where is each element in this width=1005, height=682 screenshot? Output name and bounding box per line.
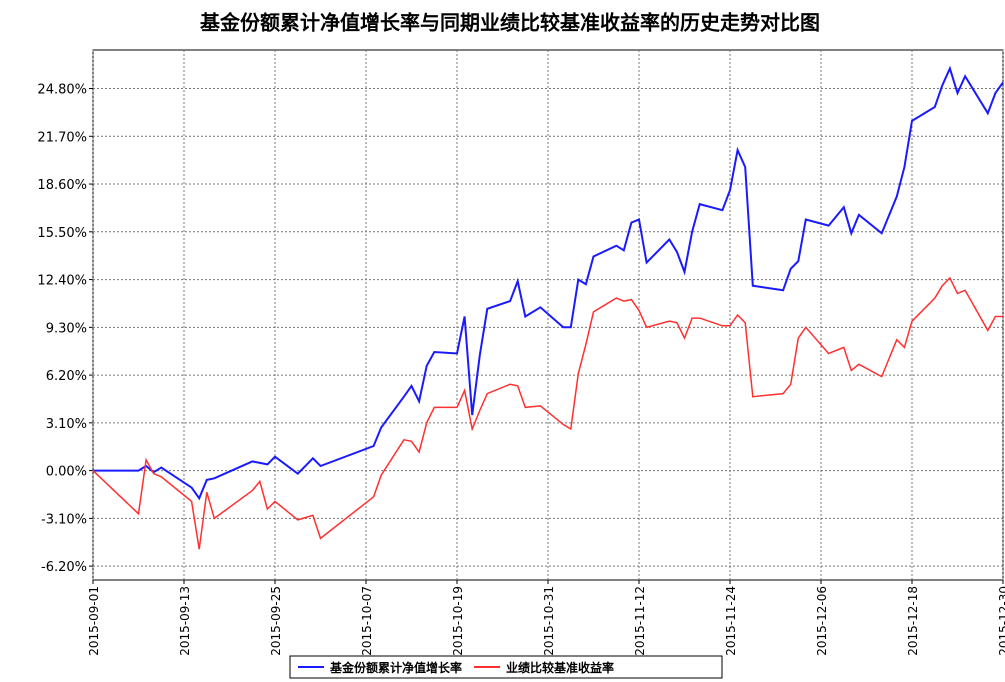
y-tick-label: 6.20% xyxy=(46,369,87,384)
y-tick-label: 15.50% xyxy=(37,226,87,241)
series-line xyxy=(93,65,1004,501)
chart-title: 基金份额累计净值增长率与同期业绩比较基准收益率的历史走势对比图 xyxy=(200,11,820,35)
y-tick-label: 9.30% xyxy=(46,321,87,336)
x-tick-label: 2015-09-25 xyxy=(269,586,283,656)
x-tick-label: 2015-10-19 xyxy=(451,586,465,656)
y-tick-label: 21.70% xyxy=(37,130,87,145)
x-tick-label: 2015-12-30 xyxy=(997,586,1005,656)
x-tick-label: 2015-10-07 xyxy=(360,586,374,656)
y-tick-label: 0.00% xyxy=(46,465,87,480)
legend-label: 业绩比较基准收益率 xyxy=(506,660,614,675)
x-tick-label: 2015-09-01 xyxy=(87,586,101,656)
y-tick-label: 18.60% xyxy=(37,178,87,193)
legend-box xyxy=(289,655,723,679)
x-tick-label: 2015-11-12 xyxy=(633,586,647,656)
x-tick-label: 2015-09-13 xyxy=(178,586,192,656)
y-tick-label: -6.20% xyxy=(41,560,87,575)
x-tick-label: 2015-12-06 xyxy=(815,586,829,656)
y-tick-label: 12.40% xyxy=(37,274,87,289)
y-tick-label: 3.10% xyxy=(46,417,87,432)
legend-label: 基金份额累计净值增长率 xyxy=(329,660,462,675)
x-tick-label: 2015-10-31 xyxy=(542,586,556,656)
y-tick-label: -3.10% xyxy=(41,512,87,527)
x-tick-label: 2015-11-24 xyxy=(724,586,738,656)
y-tick-label: 24.80% xyxy=(37,83,87,98)
series-line xyxy=(92,276,1003,550)
x-tick-label: 2015-12-18 xyxy=(906,586,920,656)
